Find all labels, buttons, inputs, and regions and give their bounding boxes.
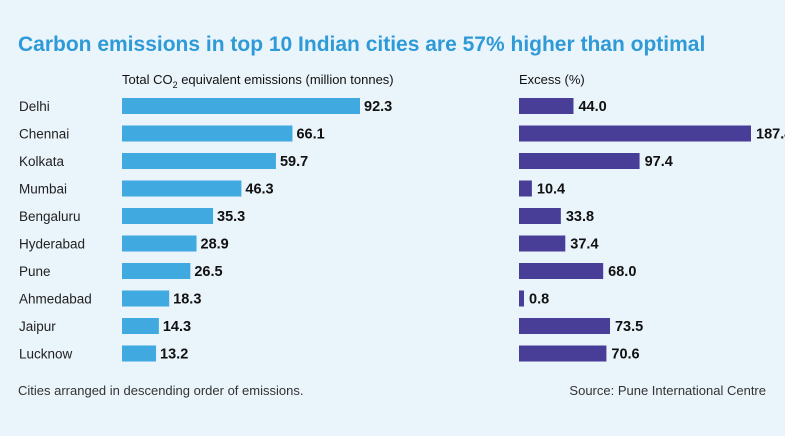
excess-bar-kolkata	[519, 153, 640, 169]
emissions-bar-mumbai	[122, 180, 242, 197]
emissions-value-chennai: 66.1	[296, 127, 324, 143]
emissions-header-part-1: Total CO	[122, 72, 173, 87]
excess-bar-pune	[519, 263, 604, 279]
source-note: Source: Pune International Centre	[569, 383, 766, 398]
emissions-bar-jaipur	[122, 318, 159, 334]
emissions-value-jaipur: 14.3	[163, 319, 191, 335]
emissions-value-pune: 26.5	[194, 264, 222, 280]
city-label-pune: Pune	[19, 264, 51, 279]
excess-value-bengaluru: 33.8	[566, 209, 594, 225]
excess-value-mumbai: 10.4	[537, 182, 565, 198]
excess-header: Excess (%)	[519, 72, 585, 87]
emissions-value-ahmedabad: 18.3	[173, 292, 201, 308]
emissions-header: Total CO2 equivalent emissions (million …	[122, 72, 394, 90]
excess-bar-bengaluru	[519, 208, 561, 224]
excess-value-kolkata: 97.4	[645, 154, 673, 170]
emissions-value-hyderabad: 28.9	[201, 237, 229, 253]
emissions-bar-ahmedabad	[122, 290, 170, 307]
emissions-bar-hyderabad	[122, 235, 197, 252]
excess-bar-jaipur	[519, 318, 610, 334]
excess-bar-lucknow	[519, 345, 607, 362]
city-label-jaipur: Jaipur	[19, 319, 56, 334]
excess-bar-chennai	[519, 125, 751, 142]
excess-value-ahmedabad: 0.8	[529, 292, 549, 308]
city-label-chennai: Chennai	[19, 127, 69, 142]
excess-value-pune: 68.0	[608, 264, 636, 280]
emissions-bar-bengaluru	[122, 208, 214, 224]
city-label-delhi: Delhi	[19, 99, 50, 114]
emissions-bar-kolkata	[122, 153, 276, 169]
city-label-mumbai: Mumbai	[19, 182, 67, 197]
emissions-bar-delhi	[122, 98, 360, 114]
city-label-lucknow: Lucknow	[19, 347, 73, 362]
excess-value-jaipur: 73.5	[615, 319, 643, 335]
emissions-value-lucknow: 13.2	[160, 347, 188, 363]
emissions-value-mumbai: 46.3	[245, 182, 273, 198]
emissions-bar-lucknow	[122, 345, 157, 362]
excess-bar-delhi	[519, 98, 574, 114]
emissions-value-bengaluru: 35.3	[217, 209, 245, 225]
excess-value-chennai: 187.4	[756, 127, 785, 143]
city-label-bengaluru: Bengaluru	[19, 209, 81, 224]
city-label-hyderabad: Hyderabad	[19, 237, 85, 252]
excess-value-hyderabad: 37.4	[570, 237, 598, 253]
excess-bar-hyderabad	[519, 235, 566, 252]
city-label-kolkata: Kolkata	[19, 154, 65, 169]
emissions-bar-pune	[122, 263, 191, 279]
chart-title: Carbon emissions in top 10 Indian cities…	[18, 33, 706, 56]
footer-note: Cities arranged in descending order of e…	[18, 383, 304, 398]
city-label-ahmedabad: Ahmedabad	[19, 292, 92, 307]
excess-bar-mumbai	[519, 180, 532, 197]
excess-value-lucknow: 70.6	[611, 347, 639, 363]
excess-value-delhi: 44.0	[578, 99, 606, 115]
excess-bar-ahmedabad	[519, 290, 524, 307]
emissions-value-delhi: 92.3	[364, 99, 392, 115]
emissions-value-kolkata: 59.7	[280, 154, 308, 170]
emissions-bar-chennai	[122, 125, 293, 142]
emissions-header-part-2: equivalent emissions (million tonnes)	[178, 72, 394, 87]
emissions-header-subscript: 2	[173, 80, 178, 90]
